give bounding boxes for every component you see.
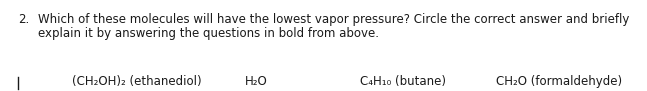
Text: Which of these molecules will have the lowest vapor pressure? Circle the correct: Which of these molecules will have the l… (38, 13, 630, 26)
Text: 2.: 2. (18, 13, 29, 26)
Text: H₂O: H₂O (245, 75, 268, 88)
Text: (CH₂OH)₂ (ethanediol): (CH₂OH)₂ (ethanediol) (72, 75, 202, 88)
Text: explain it by answering the questions in bold from above.: explain it by answering the questions in… (38, 27, 379, 40)
Text: CH₂O (formaldehyde): CH₂O (formaldehyde) (496, 75, 622, 88)
Text: C₄H₁₀ (butane): C₄H₁₀ (butane) (360, 75, 446, 88)
